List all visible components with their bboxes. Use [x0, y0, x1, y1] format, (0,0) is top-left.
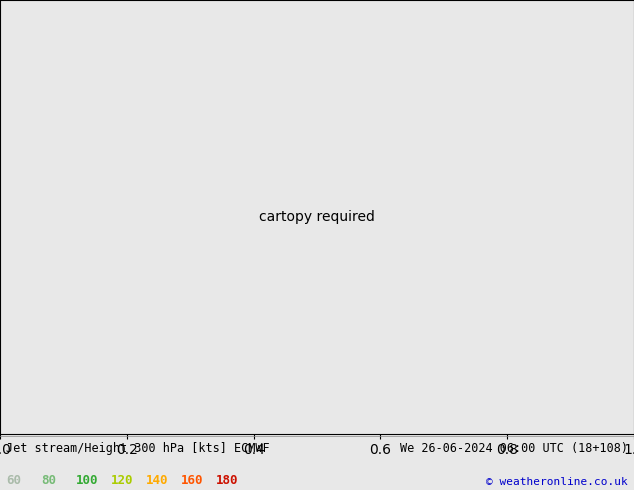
Text: 160: 160	[181, 474, 203, 487]
Text: 180: 180	[216, 474, 238, 487]
Text: 140: 140	[146, 474, 168, 487]
Text: 60: 60	[6, 474, 22, 487]
Text: © weatheronline.co.uk: © weatheronline.co.uk	[486, 477, 628, 487]
Text: 80: 80	[41, 474, 56, 487]
Text: Jet stream/Height 300 hPa [kts] ECMWF: Jet stream/Height 300 hPa [kts] ECMWF	[6, 442, 270, 455]
Text: cartopy required: cartopy required	[259, 210, 375, 224]
Text: 120: 120	[111, 474, 133, 487]
Text: We 26-06-2024 06:00 UTC (18+108): We 26-06-2024 06:00 UTC (18+108)	[399, 442, 628, 455]
Text: 100: 100	[76, 474, 98, 487]
